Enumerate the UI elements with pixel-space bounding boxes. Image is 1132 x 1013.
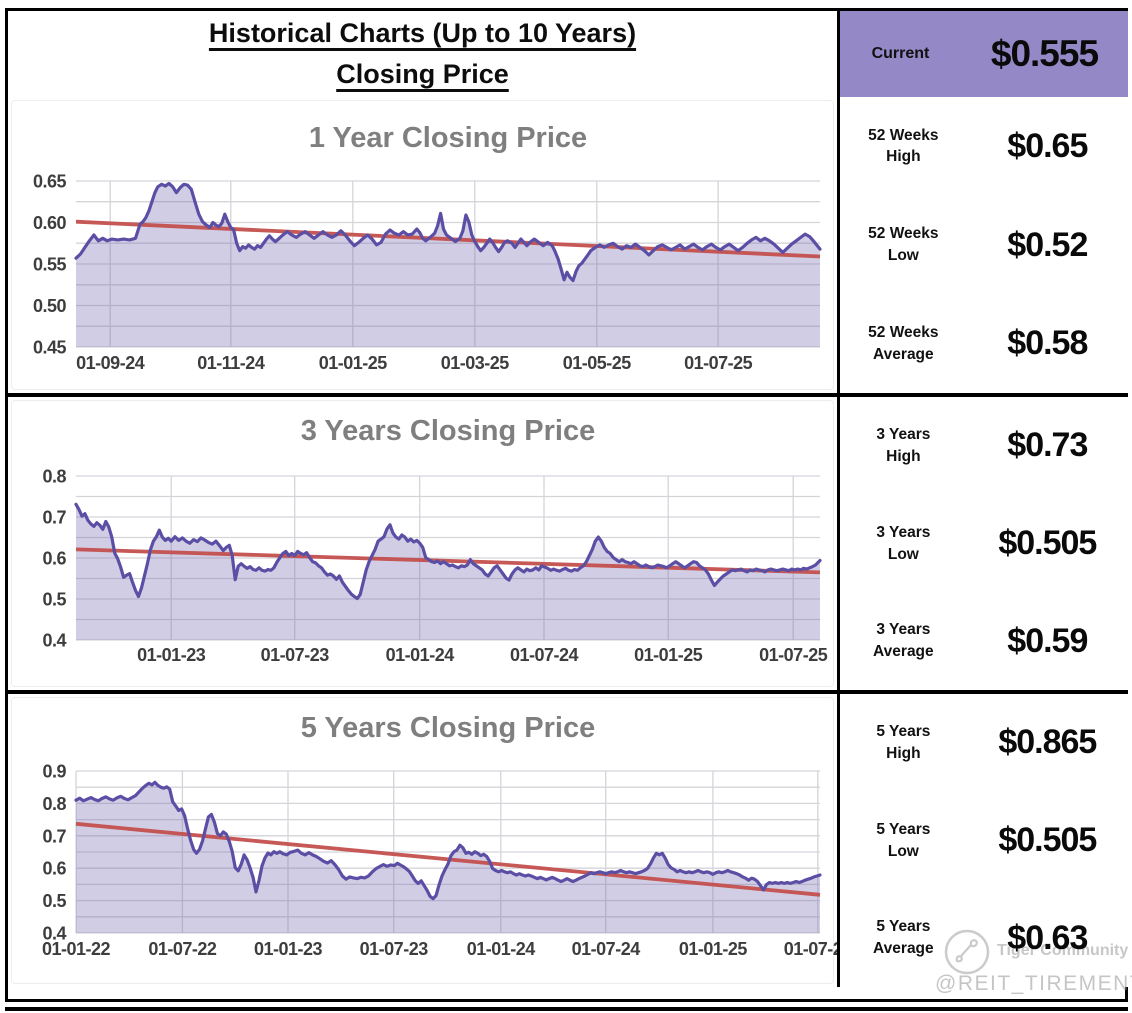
svg-text:0.4: 0.4 — [42, 631, 66, 651]
chart-3y-closing-price: 0.8 0.7 0.6 0.5 0.4 01-01-23 01-07-23 01-01-24 0… — [42, 415, 828, 665]
svg-text:0.6: 0.6 — [42, 859, 66, 879]
next-row-border — [5, 1007, 1128, 1011]
svg-text:01-03-25: 01-03-25 — [441, 353, 510, 373]
svg-text:01-07-23: 01-07-23 — [261, 645, 330, 665]
svg-text:0.65: 0.65 — [33, 172, 67, 192]
chart-1y-frame — [11, 100, 834, 390]
stat-3y-low: 3 Years Low $0.505 — [840, 495, 1128, 593]
chart-1y-cell: 0.65 0.60 0.55 0.50 0.45 01-09-24 01-11-24 01-0… — [8, 97, 840, 397]
stat-label-top: 52 Weeks — [868, 323, 939, 341]
stat-value: $0.63 — [1007, 918, 1088, 957]
current-price-cell: Current $0.555 — [840, 11, 1128, 97]
svg-text:0.45: 0.45 — [33, 338, 67, 358]
stat-52w-low: 52 Weeks Low $0.52 — [840, 196, 1128, 295]
stat-52w-average: 52 Weeks Average $0.58 — [840, 294, 1128, 393]
svg-text:01-07-22: 01-07-22 — [148, 939, 217, 959]
svg-text:0.7: 0.7 — [42, 508, 66, 528]
svg-text:0.55: 0.55 — [33, 255, 67, 275]
chart-5y-closing-price: 0.9 0.8 0.7 0.6 0.5 0.401-01-22 01-07-22 01-01-… — [42, 712, 837, 959]
chart-1y-closing-price: 0.65 0.60 0.55 0.50 0.45 01-09-24 01-11-24 01-0… — [33, 122, 822, 373]
svg-text:01-01-25: 01-01-25 — [634, 645, 703, 665]
page-title-line2: Closing Price — [336, 59, 509, 89]
stat-5y-average: 5 Years Average $0.63 — [840, 889, 1128, 987]
header-title-cell: Historical Charts (Up to 10 Years) Closi… — [8, 11, 840, 97]
svg-text:0.50: 0.50 — [33, 296, 67, 316]
svg-text:01-07-25: 01-07-25 — [684, 353, 753, 373]
svg-text:0.9: 0.9 — [42, 762, 66, 782]
stat-label-bottom: High — [886, 744, 921, 762]
stat-value: $0.865 — [998, 723, 1097, 762]
stat-label-top: 52 Weeks — [868, 225, 939, 243]
stat-value: $0.505 — [998, 821, 1097, 859]
stat-label-bottom: Low — [887, 247, 919, 264]
stats-52w-cell: 52 Weeks High $0.65 52 Weeks Low $0.52 5… — [840, 97, 1128, 397]
svg-text:0.4: 0.4 — [42, 924, 66, 944]
svg-text:01-05-25: 01-05-25 — [563, 353, 632, 373]
stat-label-bottom: Average — [873, 940, 934, 958]
svg-text:0.8: 0.8 — [42, 794, 66, 814]
svg-text:01-07-23: 01-07-23 — [360, 939, 429, 959]
svg-text:01-07-25: 01-07-25 — [759, 645, 828, 665]
stat-5y-low: 5 Years Low $0.505 — [840, 792, 1128, 890]
svg-text:01-01-23: 01-01-23 — [137, 645, 206, 665]
svg-text:3 Years Closing Price: 3 Years Closing Price — [301, 415, 595, 447]
svg-text:0.60: 0.60 — [33, 213, 67, 233]
svg-text:01-07-25: 01-07-25 — [784, 939, 837, 959]
svg-text:01-01-23: 01-01-23 — [254, 939, 323, 959]
stat-value: $0.73 — [1007, 426, 1088, 465]
svg-text:0.5: 0.5 — [42, 891, 66, 911]
stats-5y-cell: 5 Years High $0.865 5 Years Low $0.505 5… — [840, 694, 1128, 987]
stat-5y-high: 5 Years High $0.865 — [840, 694, 1128, 792]
stat-label-bottom: High — [886, 447, 921, 465]
stat-label-bottom: High — [886, 148, 921, 166]
chart-3y-cell: 0.8 0.7 0.6 0.5 0.4 01-01-23 01-07-23 01-01-24 0… — [8, 397, 840, 694]
stat-3y-average: 3 Years Average $0.59 — [840, 592, 1128, 690]
stat-value: $0.505 — [998, 524, 1097, 562]
stat-label-bottom: Low — [887, 545, 919, 563]
current-value: $0.555 — [990, 33, 1099, 74]
svg-text:01-01-22: 01-01-22 — [42, 939, 111, 959]
svg-text:1 Year Closing Price: 1 Year Closing Price — [309, 122, 587, 154]
stat-value: $0.59 — [1007, 621, 1088, 660]
svg-text:01-01-25: 01-01-25 — [679, 939, 748, 959]
svg-text:0.8: 0.8 — [42, 467, 66, 487]
stat-label-top: 3 Years — [876, 523, 931, 541]
svg-text:01-01-24: 01-01-24 — [386, 645, 455, 665]
stat-value: $0.58 — [1007, 324, 1088, 363]
svg-text:0.6: 0.6 — [42, 549, 66, 569]
svg-text:01-01-24: 01-01-24 — [467, 939, 536, 959]
stat-value: $0.52 — [1007, 225, 1088, 264]
svg-text:01-11-24: 01-11-24 — [197, 353, 265, 373]
stat-label-top: 5 Years — [876, 820, 931, 838]
dashboard-table: Historical Charts (Up to 10 Years) Closi… — [5, 8, 1128, 1002]
svg-text:01-07-24: 01-07-24 — [572, 939, 641, 959]
svg-text:01-07-24: 01-07-24 — [510, 645, 579, 665]
svg-text:01-01-25: 01-01-25 — [319, 353, 388, 373]
stat-label-top: 52 Weeks — [868, 126, 939, 144]
svg-text:0.7: 0.7 — [42, 826, 66, 846]
stat-value: $0.65 — [1007, 126, 1088, 165]
svg-text:5 Years Closing Price: 5 Years Closing Price — [301, 712, 595, 744]
stat-label-bottom: Average — [873, 643, 934, 661]
stat-52w-high: 52 Weeks High $0.65 — [840, 97, 1128, 196]
stat-label-top: 5 Years — [876, 723, 931, 741]
chart-5y-frame — [11, 697, 834, 984]
stat-label-bottom: Average — [873, 345, 934, 363]
page-title-line1: Historical Charts (Up to 10 Years) — [208, 18, 637, 48]
stat-label-top: 3 Years — [876, 426, 931, 444]
chart-5y-cell: 0.9 0.8 0.7 0.6 0.5 0.4 01-01-22 01-07-22 01-01-… — [8, 694, 840, 987]
stat-label-bottom: Low — [887, 842, 919, 860]
chart-3y-frame — [11, 400, 834, 687]
svg-text:01-09-24: 01-09-24 — [76, 353, 145, 373]
stat-label-top: 5 Years — [876, 918, 931, 936]
stats-3y-cell: 3 Years High $0.73 3 Years Low $0.505 3 … — [840, 397, 1128, 694]
stat-label-top: 3 Years — [876, 621, 931, 639]
stat-3y-high: 3 Years High $0.73 — [840, 397, 1128, 495]
svg-text:0.5: 0.5 — [42, 590, 66, 610]
current-label: Current — [871, 45, 930, 62]
